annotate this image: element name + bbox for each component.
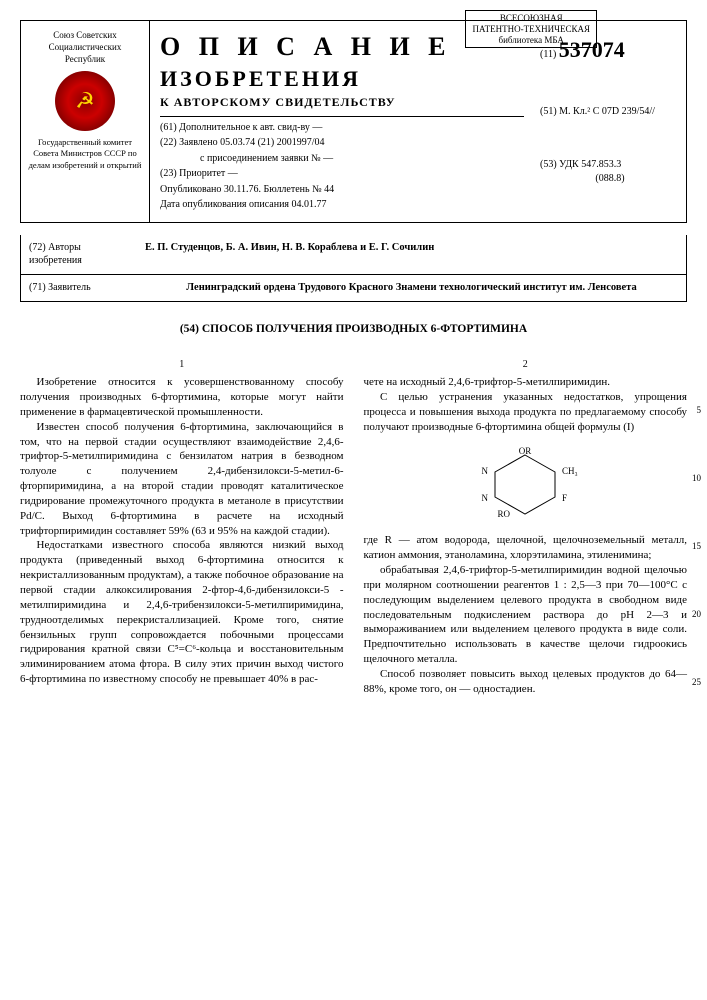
header-right: (11) 537074 (51) М. Кл.² C 07D 239/54// … [534,21,686,222]
num-label: (11) [540,49,556,60]
marker-5: 5 [689,404,701,416]
ussr-emblem-icon [55,71,115,131]
header-middle: О П И С А Н И Е ИЗОБРЕТЕНИЯ К АВТОРСКОМУ… [150,21,534,222]
col2-p4: обрабатывая 2,4,6-трифтор-5-метилпиримид… [364,563,688,667]
label-72: (72) Авторы изобретения [21,235,137,274]
republic-l2: Социалистических [25,41,145,53]
marker-15: 15 [689,540,701,552]
formula-n1: N [482,466,489,476]
applicant-name: Ленинградский ордена Трудового Красного … [137,275,686,301]
divider [160,116,524,117]
chemical-formula: OR N CH₃ N F RO [364,447,688,522]
col1-num: 1 [20,358,344,372]
formula-n2: N [482,493,489,503]
stamp-l1: ВСЕСОЮЗНАЯ [472,13,590,24]
body-columns: 1 Изобретение относится к усовершенствов… [20,358,687,697]
col2-p1: чете на исходный 2,4,6-трифтор-5-метилпи… [364,375,688,390]
col1-p2: Известен способ получения 6-фтортимина, … [20,420,344,539]
col1-p3: Недостатками известного способа являются… [20,538,344,686]
formula-ro: RO [498,509,511,517]
meta-61: (61) Дополнительное к авт. свид-ву — [160,121,524,135]
library-stamp: ВСЕСОЮЗНАЯ ПАТЕНТНО-ТЕХНИЧЕСКАЯ библиоте… [465,10,597,48]
meta-pub: Опубликовано 30.11.76. Бюллетень № 44 [160,183,524,197]
republic-l3: Республик [25,53,145,65]
meta-53a: (53) УДК 547.853.3 [540,158,680,172]
meta-with: с присоединением заявки № — [160,152,524,166]
applicant-box: (71) Заявитель Ленинградский ордена Труд… [20,275,687,302]
stamp-l2: ПАТЕНТНО-ТЕХНИЧЕСКАЯ [472,24,590,35]
meta-date: Дата опубликования описания 04.01.77 [160,198,524,212]
label-71: (71) Заявитель [21,275,137,301]
marker-25: 25 [689,676,701,688]
column-2: 5 10 15 20 25 2 чете на исходный 2,4,6-т… [364,358,688,697]
pyrimidine-ring-icon: OR N CH₃ N F RO [470,447,580,517]
republic-l1: Союз Советских [25,29,145,41]
marker-20: 20 [689,608,701,620]
subtitle-svidetelstvo: К АВТОРСКОМУ СВИДЕТЕЛЬСТВУ [160,94,524,110]
header-box: Союз Советских Социалистических Республи… [20,20,687,223]
title-izobreteniya: ИЗОБРЕТЕНИЯ [160,64,524,94]
section-54-title: (54) СПОСОБ ПОЛУЧЕНИЯ ПРОИЗВОДНЫХ 6-ФТОР… [20,322,687,338]
stamp-l3: библиотека МБА [472,35,590,46]
meta-53b: (088.8) [540,172,680,186]
meta-51: (51) М. Кл.² C 07D 239/54// [540,105,680,119]
marker-10: 10 [689,472,701,484]
formula-f: F [562,493,567,503]
formula-ch3: CH₃ [562,466,578,476]
header-left: Союз Советских Социалистических Республи… [21,21,150,222]
col2-p2: С целью устранения указанных недостатков… [364,390,688,435]
authors-names: Е. П. Студенцов, Б. А. Ивин, Н. В. Кораб… [137,235,686,274]
col1-p1: Изобретение относится к усовершенствован… [20,375,344,420]
col2-num: 2 [364,358,688,372]
meta-23: (23) Приоритет — [160,167,524,181]
col2-p5: Способ позволяет повысить выход целевых … [364,667,688,697]
authors-box: (72) Авторы изобретения Е. П. Студенцов,… [20,235,687,275]
line-markers: 5 10 15 20 25 [689,358,701,689]
committee-text: Государственный комитет Совета Министров… [25,137,145,170]
col2-p3: где R — атом водорода, щелочной, щелочно… [364,533,688,563]
meta-22: (22) Заявлено 05.03.74 (21) 2001997/04 [160,136,524,150]
formula-or: OR [519,447,532,456]
column-1: 1 Изобретение относится к усовершенствов… [20,358,344,697]
